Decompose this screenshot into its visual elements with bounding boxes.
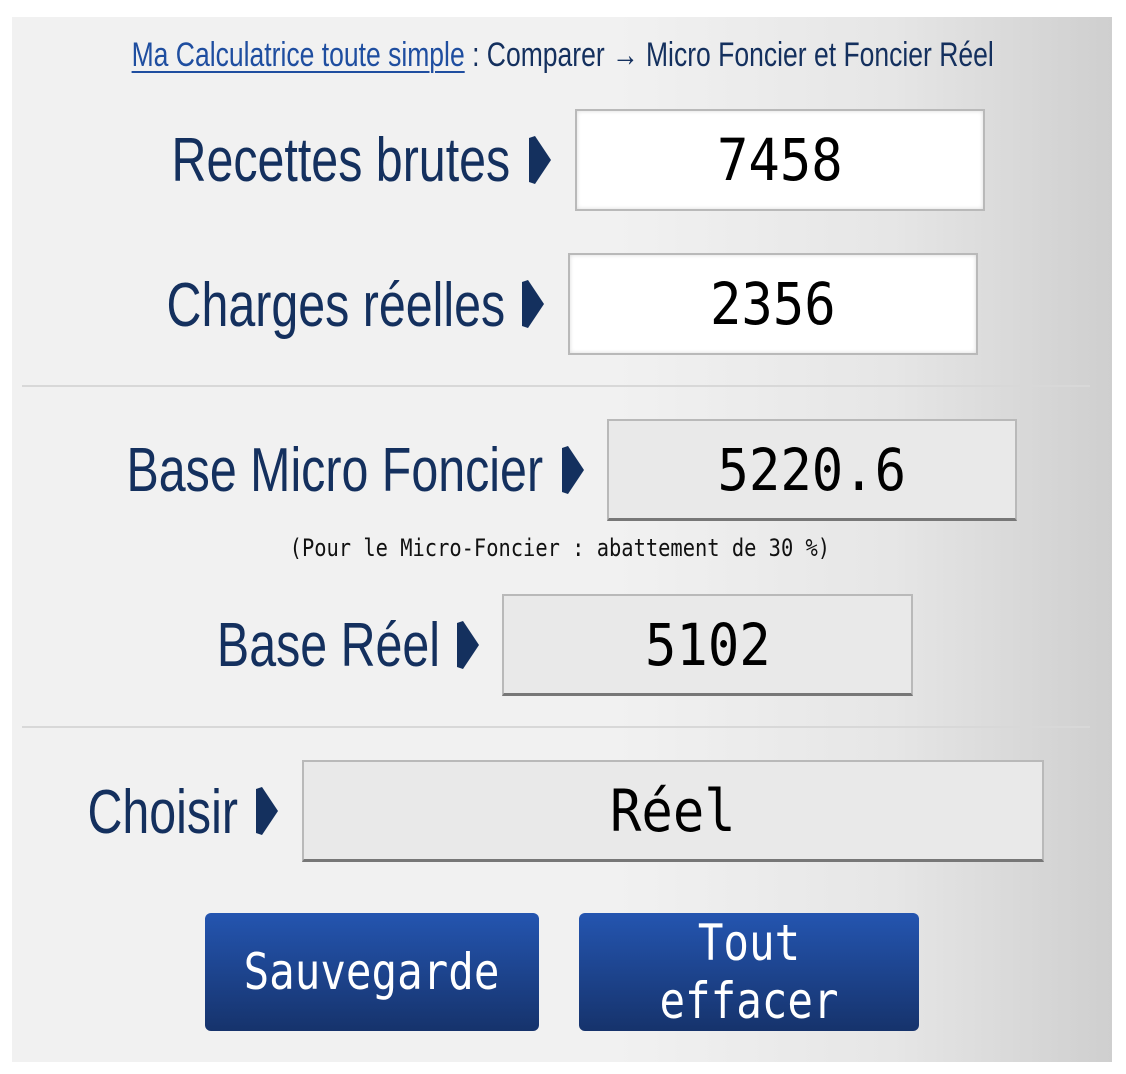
arrow-right-icon: [457, 621, 479, 669]
page-title: Ma Calculatrice toute simple : Comparer …: [0, 36, 1126, 75]
recettes-label: Recettes brutes: [171, 126, 510, 195]
micro-output: 5220.6: [607, 419, 1017, 521]
title-text: : Comparer → Micro Foncier et Foncier Ré…: [465, 36, 995, 74]
charges-input[interactable]: 2356: [568, 253, 978, 355]
arrow-right-icon: [522, 280, 544, 328]
save-button[interactable]: Sauvegarde: [205, 913, 539, 1031]
recettes-input[interactable]: 7458: [575, 109, 985, 211]
arrow-right-icon: [256, 787, 278, 835]
arrow-right-icon: [529, 136, 551, 184]
divider: [22, 726, 1090, 728]
clear-all-button[interactable]: Tout effacer: [579, 913, 919, 1031]
choice-output: Réel: [302, 760, 1044, 862]
micro-label: Base Micro Foncier: [126, 436, 543, 505]
reel-label: Base Réel: [216, 611, 440, 680]
divider: [22, 385, 1090, 387]
charges-label: Charges réelles: [166, 271, 505, 340]
reel-output: 5102: [502, 594, 913, 696]
arrow-right-icon: [562, 446, 584, 494]
choisir-label: Choisir: [87, 778, 238, 847]
calculator-home-link[interactable]: Ma Calculatrice toute simple: [131, 36, 466, 74]
abattement-note: (Pour le Micro-Foncier : abattement de 3…: [289, 534, 831, 562]
